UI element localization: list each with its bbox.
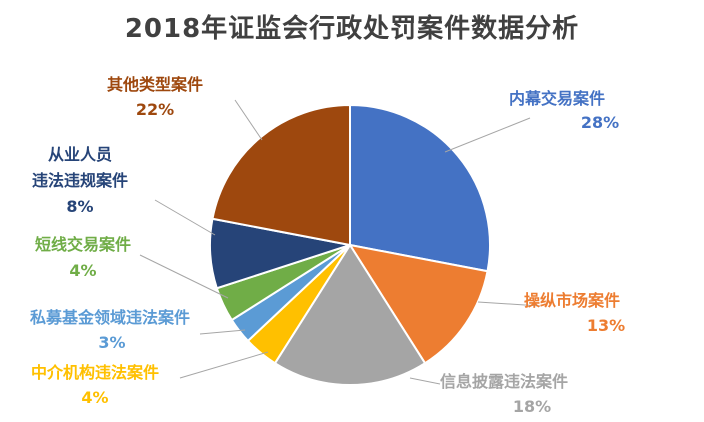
chart-title: 2018年证监会行政处罚案件数据分析 [124,14,580,44]
pie-slice-8 [211,103,351,247]
pie-slice-3 [273,243,427,386]
leader-line-1 [444,117,531,153]
slice-value-label-6: 4% [69,261,96,280]
leader-line-3 [409,377,441,385]
slice-name-label-3: 信息披露违法案件 [440,372,568,391]
slice-value-label-2: 13% [587,316,625,335]
slice-value-label-3: 18% [513,397,551,416]
slice-name-label-1: 内幕交易案件 [509,89,605,108]
leader-line-2 [477,301,541,307]
slice-name-label-2: 操纵市场案件 [524,291,620,310]
slice-name-label-8: 其他类型案件 [107,75,203,94]
pie-slice-1 [349,103,491,273]
leader-line-6 [139,254,229,299]
leader-line-8 [234,99,263,141]
pie-slice-2 [347,243,489,365]
slice-value-label-4: 4% [81,388,108,407]
leader-line-4 [179,351,269,379]
slice-name-label-6: 短线交易案件 [35,235,131,254]
slice-value-label-7: 8% [66,197,93,216]
slice-name-label-7: 从业人员违法违规案件 [32,145,128,190]
leader-line-7 [154,199,216,236]
leader-line-5 [199,329,246,335]
slice-name-label-5: 私募基金领域违法案件 [30,308,190,327]
slice-name-label-4: 中介机构违法案件 [31,363,159,382]
slice-value-label-1: 28% [581,113,619,132]
slice-value-label-8: 22% [136,100,174,119]
slice-value-label-5: 3% [98,333,125,352]
